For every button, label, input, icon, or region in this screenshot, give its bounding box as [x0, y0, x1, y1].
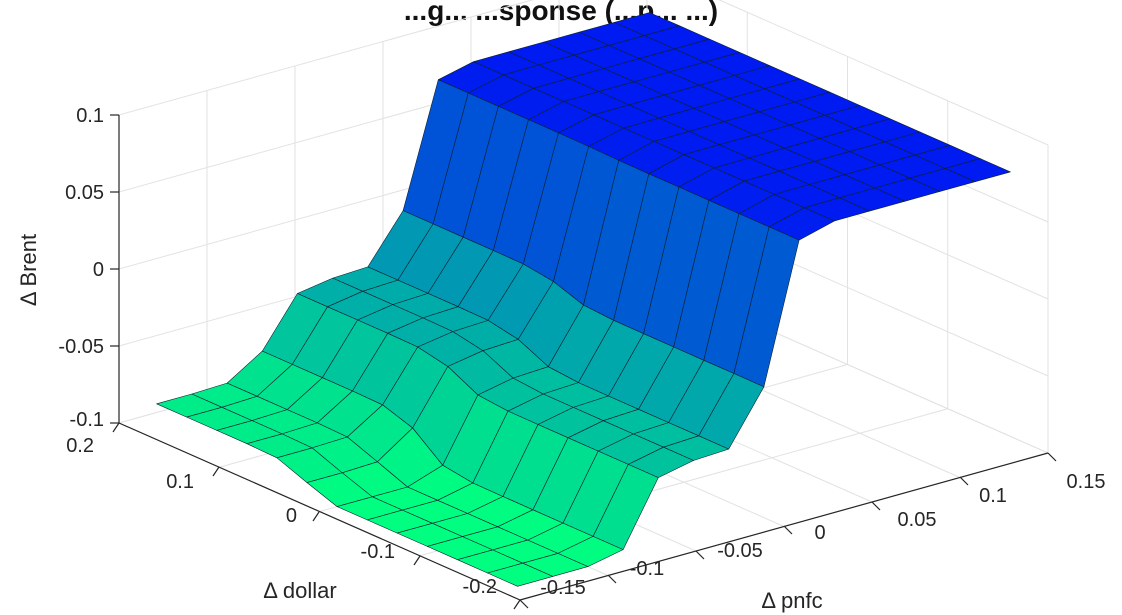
- z-tick-label: -0.1: [70, 409, 104, 431]
- x-ticks: -0.15 -0.1 -0.05 0 0.05 0.1 0.15: [519, 452, 1106, 609]
- z-tick-label: 0: [93, 259, 104, 281]
- surface-plot: [156, 12, 1011, 587]
- y-axis-line: [118, 422, 521, 601]
- x-tick-mark: [695, 550, 705, 560]
- x-tick-mark: [1047, 452, 1057, 462]
- x-tick-label: 0.1: [979, 485, 1007, 507]
- y-tick-mark: [312, 511, 320, 522]
- y-tick-label: 0.1: [166, 471, 194, 493]
- z-ticks: 0.1 0.05 0 -0.05 -0.1: [58, 105, 119, 431]
- x-tick-label: -0.1: [630, 558, 664, 580]
- x-tick-mark: [959, 476, 969, 486]
- y-axis-label: Δ dollar: [263, 578, 336, 603]
- x-tick-label: -0.15: [540, 577, 586, 599]
- x-tick-label: 0: [814, 522, 825, 544]
- x-tick-mark: [783, 525, 793, 535]
- y-tick-mark: [513, 599, 521, 610]
- y-tick-label: 0.2: [66, 435, 94, 457]
- y-tick-label: -0.2: [463, 576, 497, 598]
- y-tick-mark: [112, 422, 120, 433]
- x-tick-mark: [519, 599, 529, 609]
- y-tick-label: 0: [286, 505, 297, 527]
- z-tick-label: 0.05: [65, 182, 104, 204]
- x-tick-mark: [871, 501, 881, 511]
- z-tick-label: 0.1: [76, 105, 104, 127]
- y-tick-mark: [212, 466, 220, 477]
- x-tick-label: 0.05: [898, 509, 937, 531]
- grid-line: [118, 0, 534, 116]
- x-tick-label: 0.15: [1067, 471, 1106, 493]
- z-axis-label: Δ Brent: [16, 234, 41, 306]
- y-ticks: 0.2 0.1 0 -0.1 -0.2: [66, 422, 521, 610]
- x-axis-label: Δ pnfc: [761, 588, 822, 613]
- y-tick-mark: [413, 555, 421, 566]
- y-tick-label: -0.1: [361, 541, 395, 563]
- x-tick-mark: [607, 574, 617, 584]
- x-tick-label: -0.05: [717, 540, 763, 562]
- grid-line: [718, 0, 1049, 146]
- surface-face: [487, 562, 554, 587]
- z-tick-label: -0.05: [58, 336, 104, 358]
